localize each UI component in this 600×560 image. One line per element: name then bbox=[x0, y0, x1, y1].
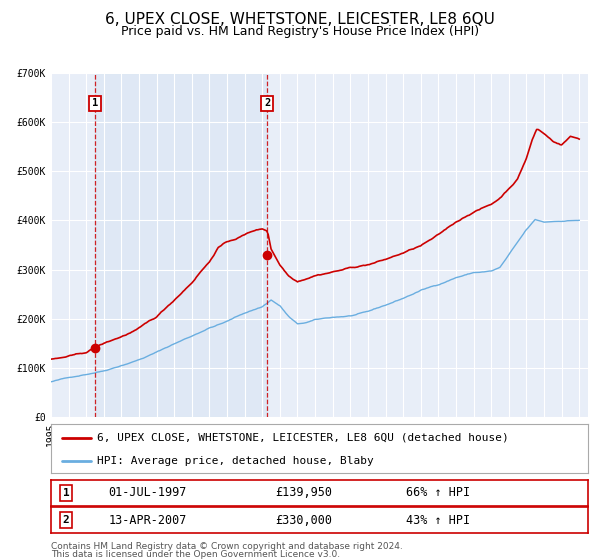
Text: 6, UPEX CLOSE, WHETSTONE, LEICESTER, LE8 6QU (detached house): 6, UPEX CLOSE, WHETSTONE, LEICESTER, LE8… bbox=[97, 433, 508, 443]
Text: 43% ↑ HPI: 43% ↑ HPI bbox=[406, 514, 470, 527]
Text: Price paid vs. HM Land Registry's House Price Index (HPI): Price paid vs. HM Land Registry's House … bbox=[121, 25, 479, 38]
Text: 2: 2 bbox=[62, 515, 70, 525]
Text: 01-JUL-1997: 01-JUL-1997 bbox=[109, 486, 187, 500]
Text: £139,950: £139,950 bbox=[275, 486, 332, 500]
Text: HPI: Average price, detached house, Blaby: HPI: Average price, detached house, Blab… bbox=[97, 456, 373, 466]
Text: 2: 2 bbox=[264, 99, 271, 108]
Text: 1: 1 bbox=[92, 99, 98, 108]
Text: 66% ↑ HPI: 66% ↑ HPI bbox=[406, 486, 470, 500]
Text: 13-APR-2007: 13-APR-2007 bbox=[109, 514, 187, 527]
Bar bbox=[95, 73, 267, 417]
Text: This data is licensed under the Open Government Licence v3.0.: This data is licensed under the Open Gov… bbox=[51, 550, 340, 559]
Text: £330,000: £330,000 bbox=[275, 514, 332, 527]
Text: 1: 1 bbox=[62, 488, 70, 498]
Text: Contains HM Land Registry data © Crown copyright and database right 2024.: Contains HM Land Registry data © Crown c… bbox=[51, 542, 403, 550]
Text: 6, UPEX CLOSE, WHETSTONE, LEICESTER, LE8 6QU: 6, UPEX CLOSE, WHETSTONE, LEICESTER, LE8… bbox=[105, 12, 495, 27]
